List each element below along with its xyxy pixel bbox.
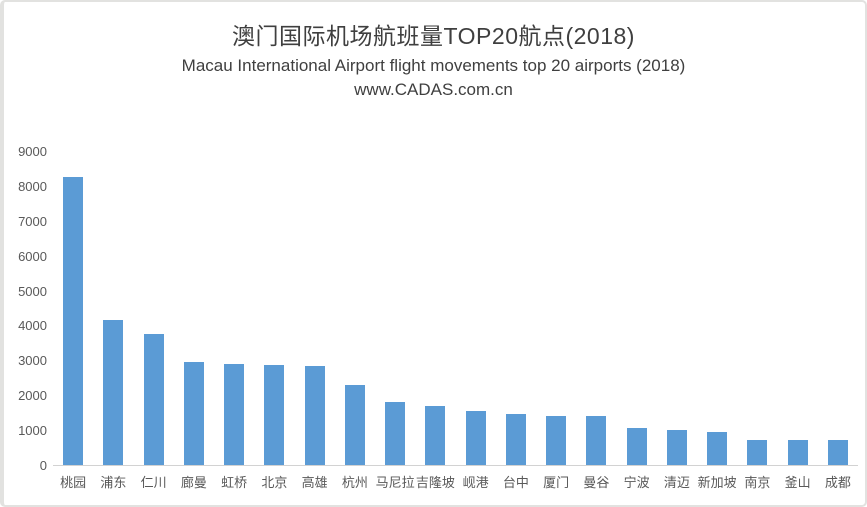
bar-吉隆坡 — [425, 405, 446, 465]
x-axis-label-南京: 南京 — [744, 475, 771, 490]
y-axis-tick-label: 0 — [39, 458, 47, 473]
x-axis-label-曼谷: 曼谷 — [583, 475, 610, 490]
chart-header: 澳门国际机场航班量TOP20航点(2018) Macau Internation… — [0, 0, 867, 102]
x-axis-label-新加坡: 新加坡 — [697, 475, 737, 490]
bar-釜山 — [787, 439, 808, 465]
y-axis-tick-label: 8000 — [18, 178, 47, 194]
y-axis-tick-label: 3000 — [18, 353, 47, 369]
bar-宁波 — [626, 428, 647, 465]
bar-曼谷 — [586, 416, 607, 465]
x-axis-label-吉隆坡: 吉隆坡 — [415, 475, 455, 490]
x-axis-label-岘港: 岘港 — [462, 475, 489, 490]
bar-新加坡 — [707, 431, 728, 465]
bar-台中 — [505, 414, 526, 465]
bar-高雄 — [304, 365, 325, 465]
bar-南京 — [747, 439, 768, 465]
chart-watermark-url: www.CADAS.com.cn — [354, 80, 513, 99]
x-axis-label-桃园: 桃园 — [60, 475, 87, 490]
x-axis-label-杭州: 杭州 — [341, 475, 368, 490]
x-axis-label-高雄: 高雄 — [301, 475, 328, 490]
x-axis-label-浦东: 浦东 — [100, 475, 127, 490]
bar-清迈 — [666, 430, 687, 465]
y-axis-tick-label: 6000 — [18, 248, 47, 264]
y-axis-tick-label: 5000 — [18, 283, 47, 299]
x-axis-label-厦门: 厦门 — [543, 475, 570, 490]
chart-title: 澳门国际机场航班量TOP20航点(2018) — [232, 23, 635, 49]
bar-马尼拉 — [385, 402, 406, 465]
x-axis-label-釜山: 釜山 — [784, 475, 811, 490]
x-axis-label-台中: 台中 — [502, 475, 529, 490]
x-axis-label-马尼拉: 马尼拉 — [375, 475, 415, 490]
bar-桃园 — [63, 177, 84, 465]
bar-浦东 — [103, 320, 124, 465]
bar-仁川 — [143, 334, 164, 465]
x-axis-label-廊曼: 廊曼 — [180, 475, 207, 490]
x-axis-label-宁波: 宁波 — [623, 475, 650, 490]
plot-area — [53, 152, 858, 466]
x-axis-label-成都: 成都 — [824, 475, 851, 490]
y-axis-tick-label: 7000 — [18, 213, 47, 229]
x-axis-label-清迈: 清迈 — [663, 475, 690, 490]
bar-成都 — [827, 440, 848, 465]
x-axis-label-仁川: 仁川 — [140, 475, 167, 490]
y-axis-tick-label: 9000 — [18, 144, 47, 159]
chart-subtitle: Macau International Airport flight movem… — [181, 56, 686, 75]
y-axis-tick-label: 2000 — [18, 388, 47, 404]
x-axis: 桃园 浦东 仁川 廊曼 虹桥 北京 高雄 杭州 马尼拉 吉隆坡 岘港 台中 厦门 曼谷 宁波 清迈 新加坡 南京釜… — [53, 472, 858, 491]
bar-虹桥 — [224, 363, 245, 465]
y-axis-tick-label: 1000 — [18, 423, 47, 439]
bar-杭州 — [344, 384, 365, 465]
bar-北京 — [264, 364, 285, 465]
x-axis-label-虹桥: 虹桥 — [221, 475, 248, 490]
x-axis-label-北京: 北京 — [261, 475, 288, 490]
y-axis-tick-label: 4000 — [18, 318, 47, 334]
bar-厦门 — [546, 416, 567, 465]
bar-岘港 — [465, 410, 486, 465]
bar-廊曼 — [183, 362, 204, 465]
